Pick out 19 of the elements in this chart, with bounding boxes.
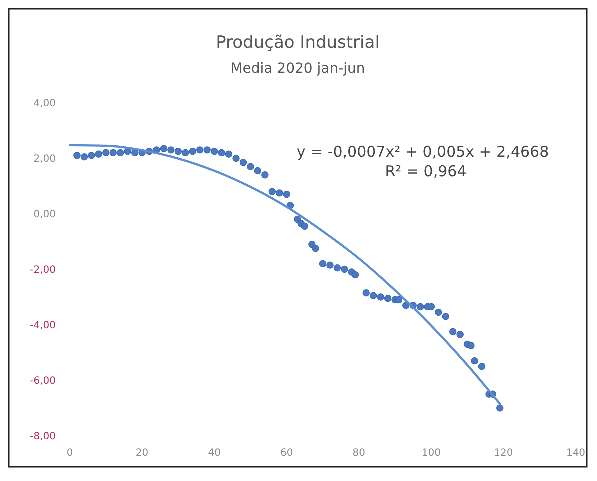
x-tick-label: 60 [280, 448, 294, 459]
x-tick-label: 120 [494, 448, 514, 459]
annotation: R² = 0,964 [385, 162, 467, 181]
annotation: y = -0,0007x² + 0,005x + 2,4668 [296, 143, 550, 162]
y-tick-label: -8,00 [30, 432, 56, 442]
y-tick-label: 0,00 [34, 210, 56, 220]
x-tick-label: 20 [136, 448, 149, 459]
x-tick-label: 100 [422, 448, 441, 459]
x-tick-label: 0 [66, 448, 74, 459]
y-tick-label: -6,00 [30, 376, 56, 387]
chart-subtitle: Media 2020 jan-jun [230, 61, 366, 77]
x-tick-label: 80 [352, 448, 366, 459]
y-tick-label: -2,00 [30, 265, 56, 276]
x-tick-label: 40 [208, 448, 221, 459]
chart-title: Produção Industrial [216, 33, 380, 53]
y-tick-label: -4,00 [30, 320, 56, 332]
y-tick-label: 4,00 [34, 98, 56, 110]
x-tick-label: 140 [566, 448, 586, 459]
y-tick-label: 2,00 [34, 154, 56, 165]
